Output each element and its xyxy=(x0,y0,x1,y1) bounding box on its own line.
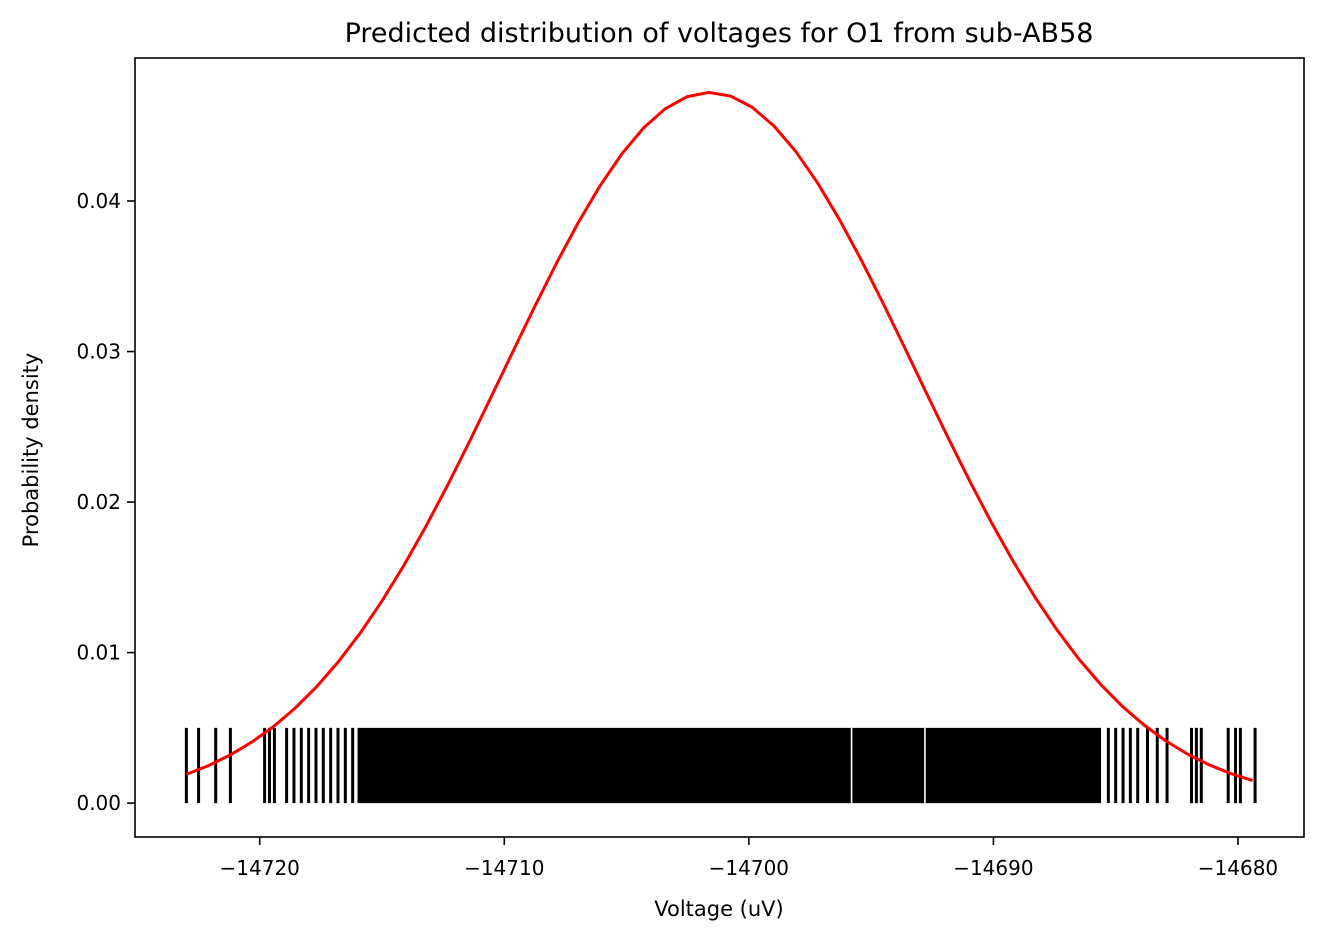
x-tick-label: −14710 xyxy=(464,856,544,880)
x-tick-label: −14690 xyxy=(953,856,1033,880)
plot-frame xyxy=(134,57,1305,838)
y-axis: 0.00 0.01 0.02 0.03 0.04 xyxy=(76,189,135,815)
x-axis-label: Voltage (uV) xyxy=(654,897,784,921)
x-tick-label: −14720 xyxy=(220,856,300,880)
x-tick-label: −14700 xyxy=(709,856,789,880)
y-tick-label: 0.02 xyxy=(76,490,121,514)
y-tick-label: 0.00 xyxy=(76,791,121,815)
y-tick-label: 0.01 xyxy=(76,641,121,665)
y-tick-label: 0.04 xyxy=(76,189,121,213)
x-tick-label: −14680 xyxy=(1198,856,1278,880)
y-axis-label: Probability density xyxy=(19,353,43,548)
density-curve xyxy=(185,90,1254,783)
rug-dense-band xyxy=(357,727,1102,804)
x-axis: −14720 −14710 −14700 −14690 −14680 xyxy=(220,837,1278,880)
y-tick-label: 0.03 xyxy=(76,340,121,364)
plot-area xyxy=(184,90,1257,804)
chart-title: Predicted distribution of voltages for O… xyxy=(345,18,1094,49)
